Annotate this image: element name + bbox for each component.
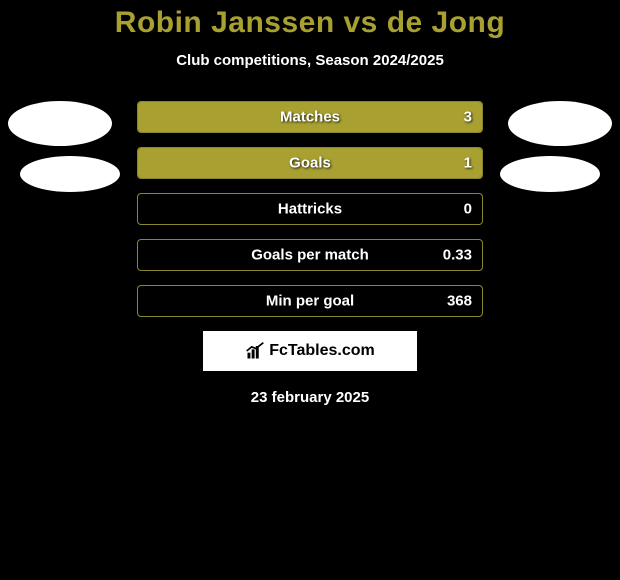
stat-row: Hattricks 0 xyxy=(137,193,483,225)
stat-value: 0.33 xyxy=(443,247,472,264)
avatar-right-2 xyxy=(500,156,600,192)
stat-row: Matches 3 xyxy=(137,101,483,133)
compare-area: Matches 3 Goals 1 Hattricks 0 Goals per match 0… xyxy=(0,101,620,317)
stat-label: Hattricks xyxy=(278,201,342,218)
stat-label: Goals per match xyxy=(251,247,369,264)
stat-row: Goals 1 xyxy=(137,147,483,179)
stat-value: 1 xyxy=(464,155,472,172)
branding-box: FcTables.com xyxy=(203,331,417,371)
branding-label: FcTables.com xyxy=(269,342,375,360)
avatar-left-2 xyxy=(20,156,120,192)
stats-bars: Matches 3 Goals 1 Hattricks 0 Goals per match 0… xyxy=(137,101,483,317)
stat-label: Goals xyxy=(289,155,331,172)
chart-icon xyxy=(245,341,265,361)
stat-value: 0 xyxy=(464,201,472,218)
avatar-right-1 xyxy=(508,101,612,146)
stat-label: Matches xyxy=(280,109,340,126)
stat-value: 3 xyxy=(464,109,472,126)
date-label: 23 february 2025 xyxy=(0,389,620,406)
avatar-left-1 xyxy=(8,101,112,146)
subtitle: Club competitions, Season 2024/2025 xyxy=(0,52,620,69)
stat-row: Min per goal 368 xyxy=(137,285,483,317)
stat-row: Goals per match 0.33 xyxy=(137,239,483,271)
stat-value: 368 xyxy=(447,293,472,310)
page-title: Robin Janssen vs de Jong xyxy=(0,6,620,40)
stat-label: Min per goal xyxy=(266,293,354,310)
